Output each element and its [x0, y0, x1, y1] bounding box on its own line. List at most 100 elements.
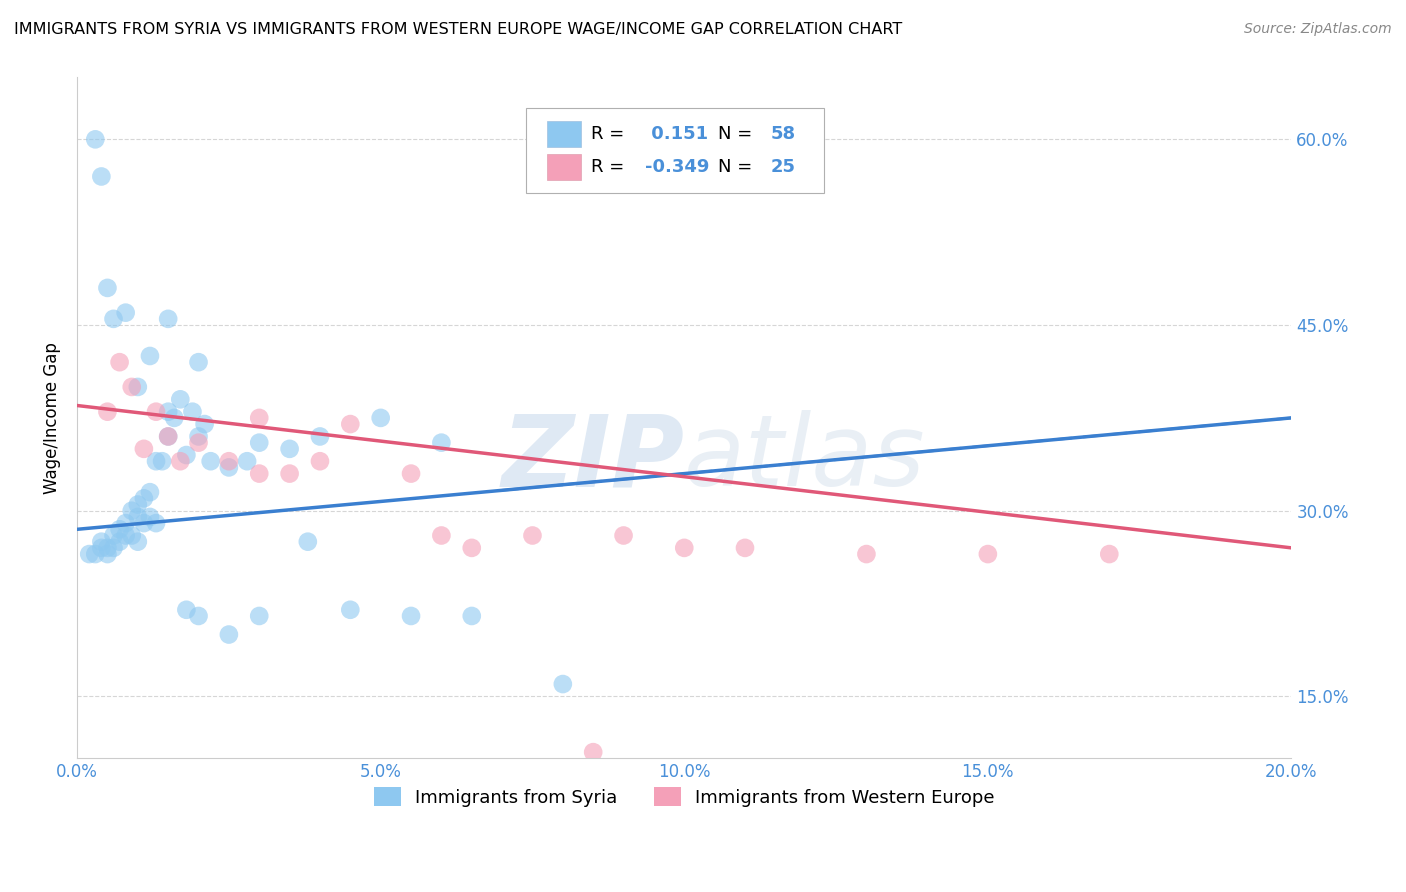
Text: N =: N =: [718, 158, 752, 176]
Point: [855, 547, 877, 561]
Point: [399, 609, 422, 624]
Point: [114, 528, 136, 542]
Point: [169, 392, 191, 407]
Point: [551, 677, 574, 691]
Point: [127, 534, 149, 549]
Point: [247, 467, 270, 481]
Point: [339, 603, 361, 617]
Point: [194, 417, 217, 431]
Point: [176, 448, 198, 462]
Point: [218, 627, 240, 641]
Point: [103, 541, 125, 555]
Point: [127, 498, 149, 512]
Point: [309, 429, 332, 443]
Point: [103, 311, 125, 326]
Point: [339, 417, 361, 431]
Point: [127, 510, 149, 524]
Point: [247, 609, 270, 624]
Point: [121, 504, 143, 518]
Point: [247, 435, 270, 450]
Text: 25: 25: [770, 158, 796, 176]
Point: [522, 528, 544, 542]
Point: [673, 541, 696, 555]
Point: [1098, 547, 1121, 561]
Point: [169, 454, 191, 468]
Text: R =: R =: [591, 158, 624, 176]
Point: [121, 380, 143, 394]
FancyBboxPatch shape: [547, 121, 581, 147]
Text: -0.349: -0.349: [645, 158, 710, 176]
Point: [163, 410, 186, 425]
Point: [96, 405, 118, 419]
Text: atlas: atlas: [685, 410, 927, 508]
Point: [108, 355, 131, 369]
Point: [90, 169, 112, 184]
Point: [114, 516, 136, 530]
Point: [278, 442, 301, 456]
Point: [139, 485, 162, 500]
Text: 0.151: 0.151: [645, 125, 709, 143]
Point: [247, 410, 270, 425]
Point: [430, 435, 453, 450]
Point: [96, 541, 118, 555]
Point: [127, 380, 149, 394]
Point: [90, 534, 112, 549]
Point: [103, 528, 125, 542]
Point: [84, 547, 107, 561]
Point: [218, 454, 240, 468]
Point: [157, 429, 180, 443]
Point: [187, 355, 209, 369]
Text: R =: R =: [591, 125, 624, 143]
Text: N =: N =: [718, 125, 752, 143]
Point: [139, 510, 162, 524]
Point: [977, 547, 1000, 561]
Point: [150, 454, 173, 468]
Point: [90, 541, 112, 555]
Point: [612, 528, 634, 542]
Point: [461, 609, 484, 624]
Point: [187, 429, 209, 443]
Text: IMMIGRANTS FROM SYRIA VS IMMIGRANTS FROM WESTERN EUROPE WAGE/INCOME GAP CORRELAT: IMMIGRANTS FROM SYRIA VS IMMIGRANTS FROM…: [14, 22, 903, 37]
Text: ZIP: ZIP: [502, 410, 685, 508]
Point: [399, 467, 422, 481]
Point: [77, 547, 100, 561]
Y-axis label: Wage/Income Gap: Wage/Income Gap: [44, 342, 60, 494]
Point: [145, 405, 167, 419]
Point: [297, 534, 319, 549]
Text: 58: 58: [770, 125, 796, 143]
Point: [187, 609, 209, 624]
Point: [309, 454, 332, 468]
Point: [187, 435, 209, 450]
Point: [132, 491, 155, 506]
Legend: Immigrants from Syria, Immigrants from Western Europe: Immigrants from Syria, Immigrants from W…: [367, 780, 1002, 814]
Point: [218, 460, 240, 475]
Point: [582, 745, 605, 759]
Point: [176, 603, 198, 617]
FancyBboxPatch shape: [547, 153, 581, 179]
Point: [236, 454, 259, 468]
Point: [157, 429, 180, 443]
Text: Source: ZipAtlas.com: Source: ZipAtlas.com: [1244, 22, 1392, 37]
Point: [96, 281, 118, 295]
Point: [108, 534, 131, 549]
Point: [278, 467, 301, 481]
Point: [139, 349, 162, 363]
Point: [181, 405, 204, 419]
Point: [145, 516, 167, 530]
Point: [108, 522, 131, 536]
Point: [114, 306, 136, 320]
Point: [132, 516, 155, 530]
Point: [370, 410, 392, 425]
Point: [157, 311, 180, 326]
Point: [200, 454, 222, 468]
Point: [145, 454, 167, 468]
Point: [461, 541, 484, 555]
Point: [96, 547, 118, 561]
Point: [84, 132, 107, 146]
Point: [430, 528, 453, 542]
Point: [157, 405, 180, 419]
Point: [734, 541, 756, 555]
Point: [121, 528, 143, 542]
FancyBboxPatch shape: [526, 108, 824, 194]
Point: [132, 442, 155, 456]
